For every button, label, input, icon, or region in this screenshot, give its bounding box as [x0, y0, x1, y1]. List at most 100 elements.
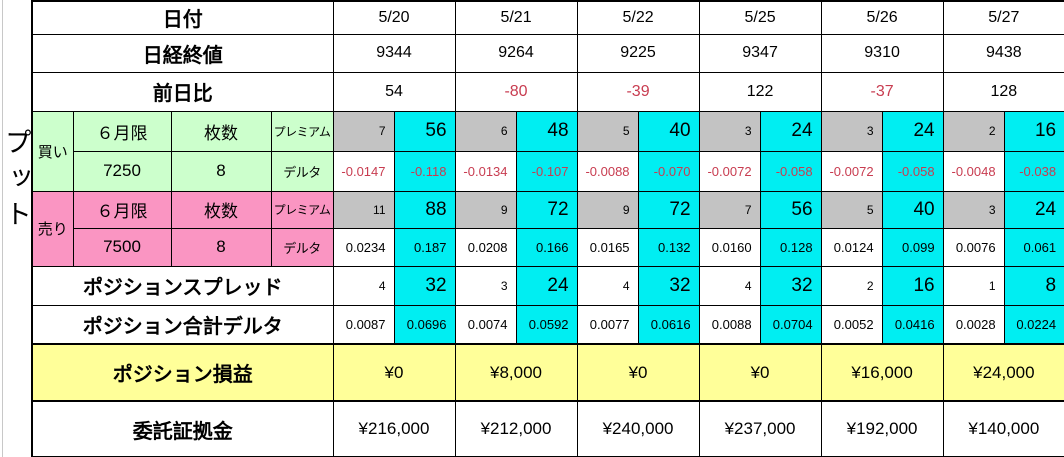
position-pnl-row-cell-1[interactable]: ¥8,000 [454, 343, 578, 402]
nikkei-close-row-cell-0[interactable]: 9344 [332, 33, 456, 73]
sell-premium-row-cell-5-b[interactable]: 24 [1003, 190, 1064, 229]
sell-premium-row-cell-1-b[interactable]: 72 [515, 190, 578, 229]
day-change-row-cell-2[interactable]: -39 [576, 71, 700, 112]
margin-row-cell-0[interactable]: ¥216,000 [332, 400, 456, 457]
sell-lots-value[interactable]: 8 [170, 227, 272, 267]
position-spread-row-cell-3-a[interactable]: 4 [698, 265, 761, 306]
sell-premium-row-cell-3-b[interactable]: 56 [759, 190, 822, 229]
buy-premium-row-cell-2-b[interactable]: 40 [637, 110, 700, 152]
buy-delta-row-cell-0-a[interactable]: -0.0147 [332, 150, 395, 192]
position-total-delta-row-cell-4-b[interactable]: 0.0416 [881, 304, 944, 345]
margin-row-cell-4[interactable]: ¥192,000 [820, 400, 944, 457]
buy-delta-row-cell-1-b[interactable]: -0.107 [515, 150, 578, 192]
date-row-cell-1[interactable]: 5/21 [454, 0, 578, 35]
day-change-row-cell-1[interactable]: -80 [454, 71, 578, 112]
buy-premium-row-cell-2-a[interactable]: 5 [576, 110, 639, 152]
day-change-row-cell-4[interactable]: -37 [820, 71, 944, 112]
position-spread-row-cell-5-b[interactable]: 8 [1003, 265, 1064, 306]
sell-delta-row-cell-3-a[interactable]: 0.0160 [698, 227, 761, 267]
position-spread-row-cell-2-b[interactable]: 32 [637, 265, 700, 306]
buy-premium-row-cell-0-a[interactable]: 7 [332, 110, 395, 152]
sell-delta-row-cell-5-b[interactable]: 0.061 [1003, 227, 1064, 267]
date-row-label[interactable]: 日付 [31, 0, 334, 35]
position-total-delta-row-cell-0-a[interactable]: 0.0087 [332, 304, 395, 345]
buy-delta-row-cell-2-b[interactable]: -0.070 [637, 150, 700, 192]
nikkei-close-row-cell-2[interactable]: 9225 [576, 33, 700, 73]
buy-side-label[interactable]: 買い [31, 110, 74, 192]
buy-contract-month[interactable]: ６月限 [72, 110, 172, 152]
buy-premium-row-cell-4-a[interactable]: 3 [820, 110, 883, 152]
sell-delta-row-cell-4-a[interactable]: 0.0124 [820, 227, 883, 267]
buy-premium-row-cell-0-b[interactable]: 56 [393, 110, 456, 152]
nikkei-close-row-cell-1[interactable]: 9264 [454, 33, 578, 73]
margin-row-cell-3[interactable]: ¥237,000 [698, 400, 822, 457]
nikkei-close-row-cell-4[interactable]: 9310 [820, 33, 944, 73]
buy-premium-row-cell-4-b[interactable]: 24 [881, 110, 944, 152]
date-row-cell-4[interactable]: 5/26 [820, 0, 944, 35]
margin-row-cell-5[interactable]: ¥140,000 [942, 400, 1064, 457]
buy-delta-label[interactable]: デルタ [270, 150, 334, 192]
position-pnl-row-cell-4[interactable]: ¥16,000 [820, 343, 944, 402]
buy-premium-label[interactable]: プレミアム [270, 110, 334, 152]
sell-delta-row-cell-0-a[interactable]: 0.0234 [332, 227, 395, 267]
day-change-row-cell-0[interactable]: 54 [332, 71, 456, 112]
position-pnl-row-cell-0[interactable]: ¥0 [332, 343, 456, 402]
sell-premium-label[interactable]: プレミアム [270, 190, 334, 229]
date-row-cell-5[interactable]: 5/27 [942, 0, 1064, 35]
position-total-delta-row-cell-1-b[interactable]: 0.0592 [515, 304, 578, 345]
buy-delta-row-cell-2-a[interactable]: -0.0088 [576, 150, 639, 192]
position-total-delta-row-cell-2-b[interactable]: 0.0616 [637, 304, 700, 345]
position-spread-row-cell-1-b[interactable]: 24 [515, 265, 578, 306]
nikkei-close-row-cell-3[interactable]: 9347 [698, 33, 822, 73]
position-total-delta-row-cell-3-b[interactable]: 0.0704 [759, 304, 822, 345]
position-spread-label[interactable]: ポジションスプレッド [31, 265, 334, 306]
buy-premium-row-cell-5-a[interactable]: 2 [942, 110, 1005, 152]
position-spread-row-cell-4-b[interactable]: 16 [881, 265, 944, 306]
sell-premium-row-cell-4-b[interactable]: 40 [881, 190, 944, 229]
position-total-delta-row-cell-0-b[interactable]: 0.0696 [393, 304, 456, 345]
position-spread-row-cell-3-b[interactable]: 32 [759, 265, 822, 306]
position-spread-row-cell-4-a[interactable]: 2 [820, 265, 883, 306]
sell-delta-row-cell-5-a[interactable]: 0.0076 [942, 227, 1005, 267]
sell-premium-row-cell-4-a[interactable]: 5 [820, 190, 883, 229]
sell-delta-row-cell-0-b[interactable]: 0.187 [393, 227, 456, 267]
position-spread-row-cell-2-a[interactable]: 4 [576, 265, 639, 306]
position-spread-row-cell-0-a[interactable]: 4 [332, 265, 395, 306]
day-change-label[interactable]: 前日比 [31, 71, 334, 112]
sell-premium-row-cell-2-a[interactable]: 9 [576, 190, 639, 229]
sell-delta-row-cell-1-b[interactable]: 0.166 [515, 227, 578, 267]
buy-delta-row-cell-3-b[interactable]: -0.058 [759, 150, 822, 192]
margin-row-cell-2[interactable]: ¥240,000 [576, 400, 700, 457]
nikkei-close-row-cell-5[interactable]: 9438 [942, 33, 1064, 73]
sell-premium-row-cell-2-b[interactable]: 72 [637, 190, 700, 229]
date-row-cell-3[interactable]: 5/25 [698, 0, 822, 35]
margin-label[interactable]: 委託証拠金 [31, 400, 334, 457]
sell-premium-row-cell-1-a[interactable]: 9 [454, 190, 517, 229]
sell-delta-label[interactable]: デルタ [270, 227, 334, 267]
position-spread-row-cell-0-b[interactable]: 32 [393, 265, 456, 306]
buy-strike[interactable]: 7250 [72, 150, 172, 192]
position-total-delta-row-cell-2-a[interactable]: 0.0077 [576, 304, 639, 345]
buy-delta-row-cell-0-b[interactable]: -0.118 [393, 150, 456, 192]
position-total-delta-row-cell-3-a[interactable]: 0.0088 [698, 304, 761, 345]
buy-premium-row-cell-1-b[interactable]: 48 [515, 110, 578, 152]
buy-premium-row-cell-5-b[interactable]: 16 [1003, 110, 1064, 152]
date-row-cell-0[interactable]: 5/20 [332, 0, 456, 35]
day-change-row-cell-3[interactable]: 122 [698, 71, 822, 112]
buy-delta-row-cell-5-a[interactable]: -0.0048 [942, 150, 1005, 192]
sell-strike[interactable]: 7500 [72, 227, 172, 267]
nikkei-close-label[interactable]: 日経終値 [31, 33, 334, 73]
position-pnl-label[interactable]: ポジション損益 [31, 343, 334, 402]
margin-row-cell-1[interactable]: ¥212,000 [454, 400, 578, 457]
sell-delta-row-cell-1-a[interactable]: 0.0208 [454, 227, 517, 267]
buy-premium-row-cell-1-a[interactable]: 6 [454, 110, 517, 152]
position-pnl-row-cell-2[interactable]: ¥0 [576, 343, 700, 402]
sell-contract-month[interactable]: ６月限 [72, 190, 172, 229]
position-total-delta-label[interactable]: ポジション合計デルタ [31, 304, 334, 345]
day-change-row-cell-5[interactable]: 128 [942, 71, 1064, 112]
buy-lots-label[interactable]: 枚数 [170, 110, 272, 152]
position-total-delta-row-cell-1-a[interactable]: 0.0074 [454, 304, 517, 345]
buy-delta-row-cell-4-b[interactable]: -0.058 [881, 150, 944, 192]
buy-lots-value[interactable]: 8 [170, 150, 272, 192]
sell-premium-row-cell-3-a[interactable]: 7 [698, 190, 761, 229]
